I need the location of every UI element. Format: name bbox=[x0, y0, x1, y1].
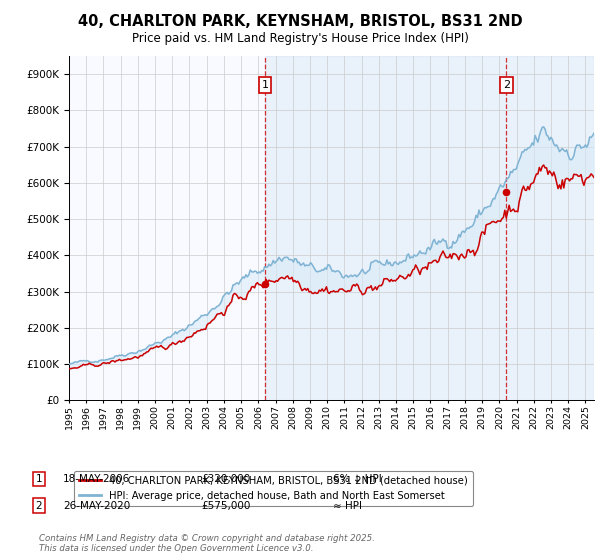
Bar bbox=[265, 56, 594, 400]
Text: 2: 2 bbox=[35, 501, 43, 511]
Text: 18-MAY-2006: 18-MAY-2006 bbox=[63, 474, 130, 484]
Legend: 40, CHARLTON PARK, KEYNSHAM, BRISTOL, BS31 2ND (detached house), HPI: Average pr: 40, CHARLTON PARK, KEYNSHAM, BRISTOL, BS… bbox=[74, 470, 473, 506]
Text: Price paid vs. HM Land Registry's House Price Index (HPI): Price paid vs. HM Land Registry's House … bbox=[131, 32, 469, 45]
Text: 26-MAY-2020: 26-MAY-2020 bbox=[63, 501, 130, 511]
Text: 1: 1 bbox=[35, 474, 43, 484]
Text: 1: 1 bbox=[262, 80, 268, 90]
Text: £320,000: £320,000 bbox=[201, 474, 250, 484]
Text: 6% ↓ HPI: 6% ↓ HPI bbox=[333, 474, 382, 484]
Point bbox=[502, 188, 511, 197]
Text: 40, CHARLTON PARK, KEYNSHAM, BRISTOL, BS31 2ND: 40, CHARLTON PARK, KEYNSHAM, BRISTOL, BS… bbox=[77, 14, 523, 29]
Text: ≈ HPI: ≈ HPI bbox=[333, 501, 362, 511]
Text: Contains HM Land Registry data © Crown copyright and database right 2025.
This d: Contains HM Land Registry data © Crown c… bbox=[39, 534, 375, 553]
Text: 2: 2 bbox=[503, 80, 510, 90]
Text: £575,000: £575,000 bbox=[201, 501, 250, 511]
Point bbox=[260, 280, 269, 289]
